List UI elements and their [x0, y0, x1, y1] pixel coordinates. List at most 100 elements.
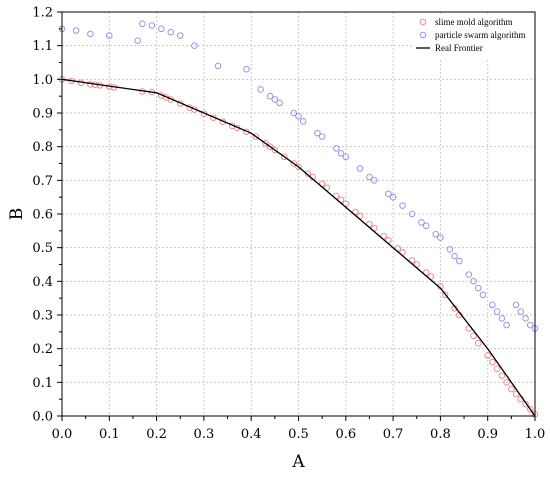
- x-tick-label: 0.5: [288, 427, 309, 442]
- legend-label: slime mold algorithm: [435, 17, 513, 27]
- data-point: [304, 170, 312, 177]
- data-point: [314, 129, 321, 137]
- data-point: [527, 406, 534, 413]
- data-point: [214, 62, 222, 70]
- series-2: [58, 20, 539, 332]
- data-point: [422, 222, 430, 230]
- y-tick-label: 1.2: [32, 6, 53, 21]
- data-point: [498, 315, 506, 322]
- plot-series: [58, 20, 539, 418]
- data-point: [87, 30, 94, 38]
- data-point: [167, 28, 175, 36]
- y-tick-label: 0.9: [32, 107, 53, 122]
- data-point: [517, 308, 525, 315]
- data-point: [385, 190, 392, 198]
- data-point: [399, 202, 406, 209]
- y-axis-title: B: [7, 208, 27, 221]
- data-point: [366, 173, 373, 181]
- y-tick-label: 0.6: [32, 208, 53, 223]
- data-point: [158, 25, 165, 33]
- data-point: [474, 284, 482, 292]
- y-tick-label: 0.3: [32, 309, 53, 324]
- data-point: [271, 96, 279, 103]
- series-line: [61, 78, 536, 417]
- y-tick-label: 1.0: [32, 73, 53, 88]
- legend-label: Real Frontier: [435, 43, 483, 53]
- data-point: [508, 385, 515, 393]
- series-1: [58, 76, 539, 418]
- data-point: [437, 234, 444, 241]
- data-point: [512, 301, 520, 309]
- x-tick-label: 0.0: [52, 427, 73, 442]
- x-tick-label: 0.8: [430, 427, 451, 442]
- y-tick-label: 0.2: [32, 342, 53, 357]
- y-tick-label: 0.7: [32, 174, 53, 189]
- data-point: [479, 291, 487, 299]
- data-point: [474, 340, 482, 347]
- data-point: [470, 278, 477, 285]
- data-point: [389, 193, 397, 201]
- x-tick-label: 0.3: [194, 427, 215, 442]
- data-point: [176, 32, 184, 39]
- data-point: [451, 252, 458, 260]
- data-point: [271, 146, 279, 154]
- legend-swatch: [419, 18, 427, 26]
- data-point: [342, 153, 350, 161]
- data-point: [252, 133, 260, 140]
- data-point: [295, 163, 302, 171]
- legend-swatch: [419, 31, 427, 39]
- data-point: [470, 332, 477, 340]
- x-axis-title: A: [291, 452, 305, 472]
- data-point: [243, 65, 250, 73]
- y-axis: 0.0 0.1 0.2 0.3 0.4 0.5 0.6 0.7 0.8 0.9 1.0 1.1 1.2: [32, 6, 62, 425]
- data-point: [441, 291, 449, 299]
- x-tick-label: 0.2: [146, 427, 167, 442]
- data-point: [489, 358, 496, 366]
- data-point: [456, 257, 463, 265]
- data-point: [266, 143, 274, 150]
- data-point: [498, 372, 506, 379]
- series-3: [61, 78, 536, 417]
- data-point: [408, 210, 416, 218]
- legend: slime mold algorithm particle swarm algor…: [414, 14, 532, 58]
- data-point: [318, 133, 326, 140]
- y-tick-label: 1.1: [32, 39, 53, 54]
- x-tick-label: 0.7: [383, 427, 404, 442]
- data-point: [446, 246, 454, 253]
- data-point: [134, 37, 141, 44]
- y-tick-label: 0.0: [32, 410, 53, 425]
- y-tick-label: 0.1: [32, 376, 53, 391]
- data-point: [262, 140, 269, 147]
- x-tick-label: 0.1: [99, 427, 120, 442]
- x-tick-label: 0.6: [335, 427, 356, 442]
- grid: [62, 12, 535, 416]
- data-point: [503, 379, 510, 386]
- data-point: [148, 22, 156, 29]
- x-tick-label: 0.9: [477, 427, 498, 442]
- legend-box: [414, 14, 532, 58]
- data-point: [465, 271, 473, 278]
- x-tick-label: 1.0: [525, 427, 546, 442]
- data-point: [281, 153, 288, 161]
- data-point: [432, 230, 439, 238]
- data-point: [295, 113, 302, 120]
- data-point: [493, 308, 501, 315]
- data-point: [370, 177, 378, 184]
- data-point: [299, 118, 307, 125]
- data-point: [522, 315, 529, 322]
- x-tick-label: 0.4: [241, 427, 262, 442]
- y-tick-label: 0.8: [32, 140, 53, 155]
- data-point: [257, 86, 264, 93]
- data-point: [484, 352, 491, 359]
- data-point: [290, 109, 298, 117]
- data-point: [72, 27, 80, 34]
- data-point: [266, 92, 274, 100]
- data-point: [527, 321, 534, 329]
- legend-label: particle swarm algorithm: [435, 30, 525, 40]
- data-point: [418, 219, 425, 226]
- y-tick-label: 0.4: [32, 275, 53, 290]
- data-point: [106, 32, 113, 39]
- data-point: [276, 99, 283, 107]
- data-point: [493, 365, 501, 373]
